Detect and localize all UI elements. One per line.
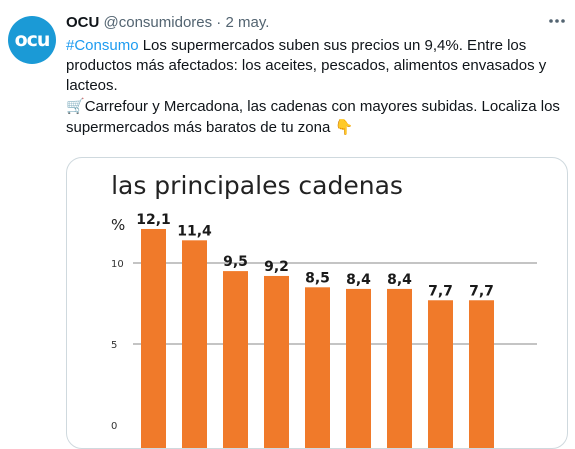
chart-title: las principales cadenas (111, 171, 403, 200)
bar-chart: las principales cadenas % 0 5 10 12,1 11,4 9… (111, 171, 537, 448)
shopping-cart-emoji: 🛒 (66, 97, 85, 115)
separator-dot: · (216, 14, 222, 31)
bar-9 (469, 300, 494, 448)
bar-value-label: 7,7 (428, 283, 453, 299)
bar-value-label: 7,7 (469, 283, 494, 299)
bar-value-label: 8,5 (305, 270, 330, 286)
tweet-media-image[interactable]: las principales cadenas % 0 5 10 12,1 11,4 9… (66, 157, 568, 449)
tweet-header: OCU @consumidores · 2 may. (66, 13, 269, 33)
bar-4 (264, 275, 289, 448)
tweet-date[interactable]: 2 may. (225, 14, 270, 31)
y-tick-label: 5 (111, 340, 117, 351)
bar-1 (141, 228, 166, 448)
bar-2 (182, 240, 207, 448)
y-axis-label: % (111, 216, 125, 234)
author-name[interactable]: OCU (66, 14, 100, 31)
paragraph-1-text: Los supermercados suben sus precios un 9… (66, 37, 547, 94)
y-tick-label: 0 (111, 421, 117, 432)
bar-value-label: 9,5 (223, 254, 248, 270)
bar-value-label: 8,4 (387, 272, 412, 288)
hashtag-link[interactable]: #Consumo (66, 37, 139, 54)
tweet-paragraph-1: #Consumo Los supermercados suben sus pre… (66, 36, 566, 96)
bar-value-label: 8,4 (346, 272, 371, 288)
more-horizontal-icon[interactable] (546, 11, 568, 33)
bar-value-label: 12,1 (136, 212, 171, 228)
y-tick-label: 10 (111, 259, 124, 270)
bar-value-label: 11,4 (177, 223, 212, 239)
avatar[interactable]: ocu (8, 16, 56, 64)
bar-8 (428, 300, 453, 448)
bar-6 (346, 288, 371, 448)
paragraph-2-text: Carrefour y Mercadona, las cadenas con m… (66, 98, 560, 136)
bar-value-label: 9,2 (264, 259, 289, 275)
pointing-down-emoji: 👇 (334, 118, 354, 136)
author-handle[interactable]: @consumidores (103, 14, 213, 31)
bar-5 (305, 287, 330, 448)
bar-3 (223, 271, 248, 448)
bar-7 (387, 288, 412, 448)
tweet-text: #Consumo Los supermercados suben sus pre… (66, 36, 566, 138)
tweet-paragraph-2: 🛒Carrefour y Mercadona, las cadenas con … (66, 96, 566, 138)
